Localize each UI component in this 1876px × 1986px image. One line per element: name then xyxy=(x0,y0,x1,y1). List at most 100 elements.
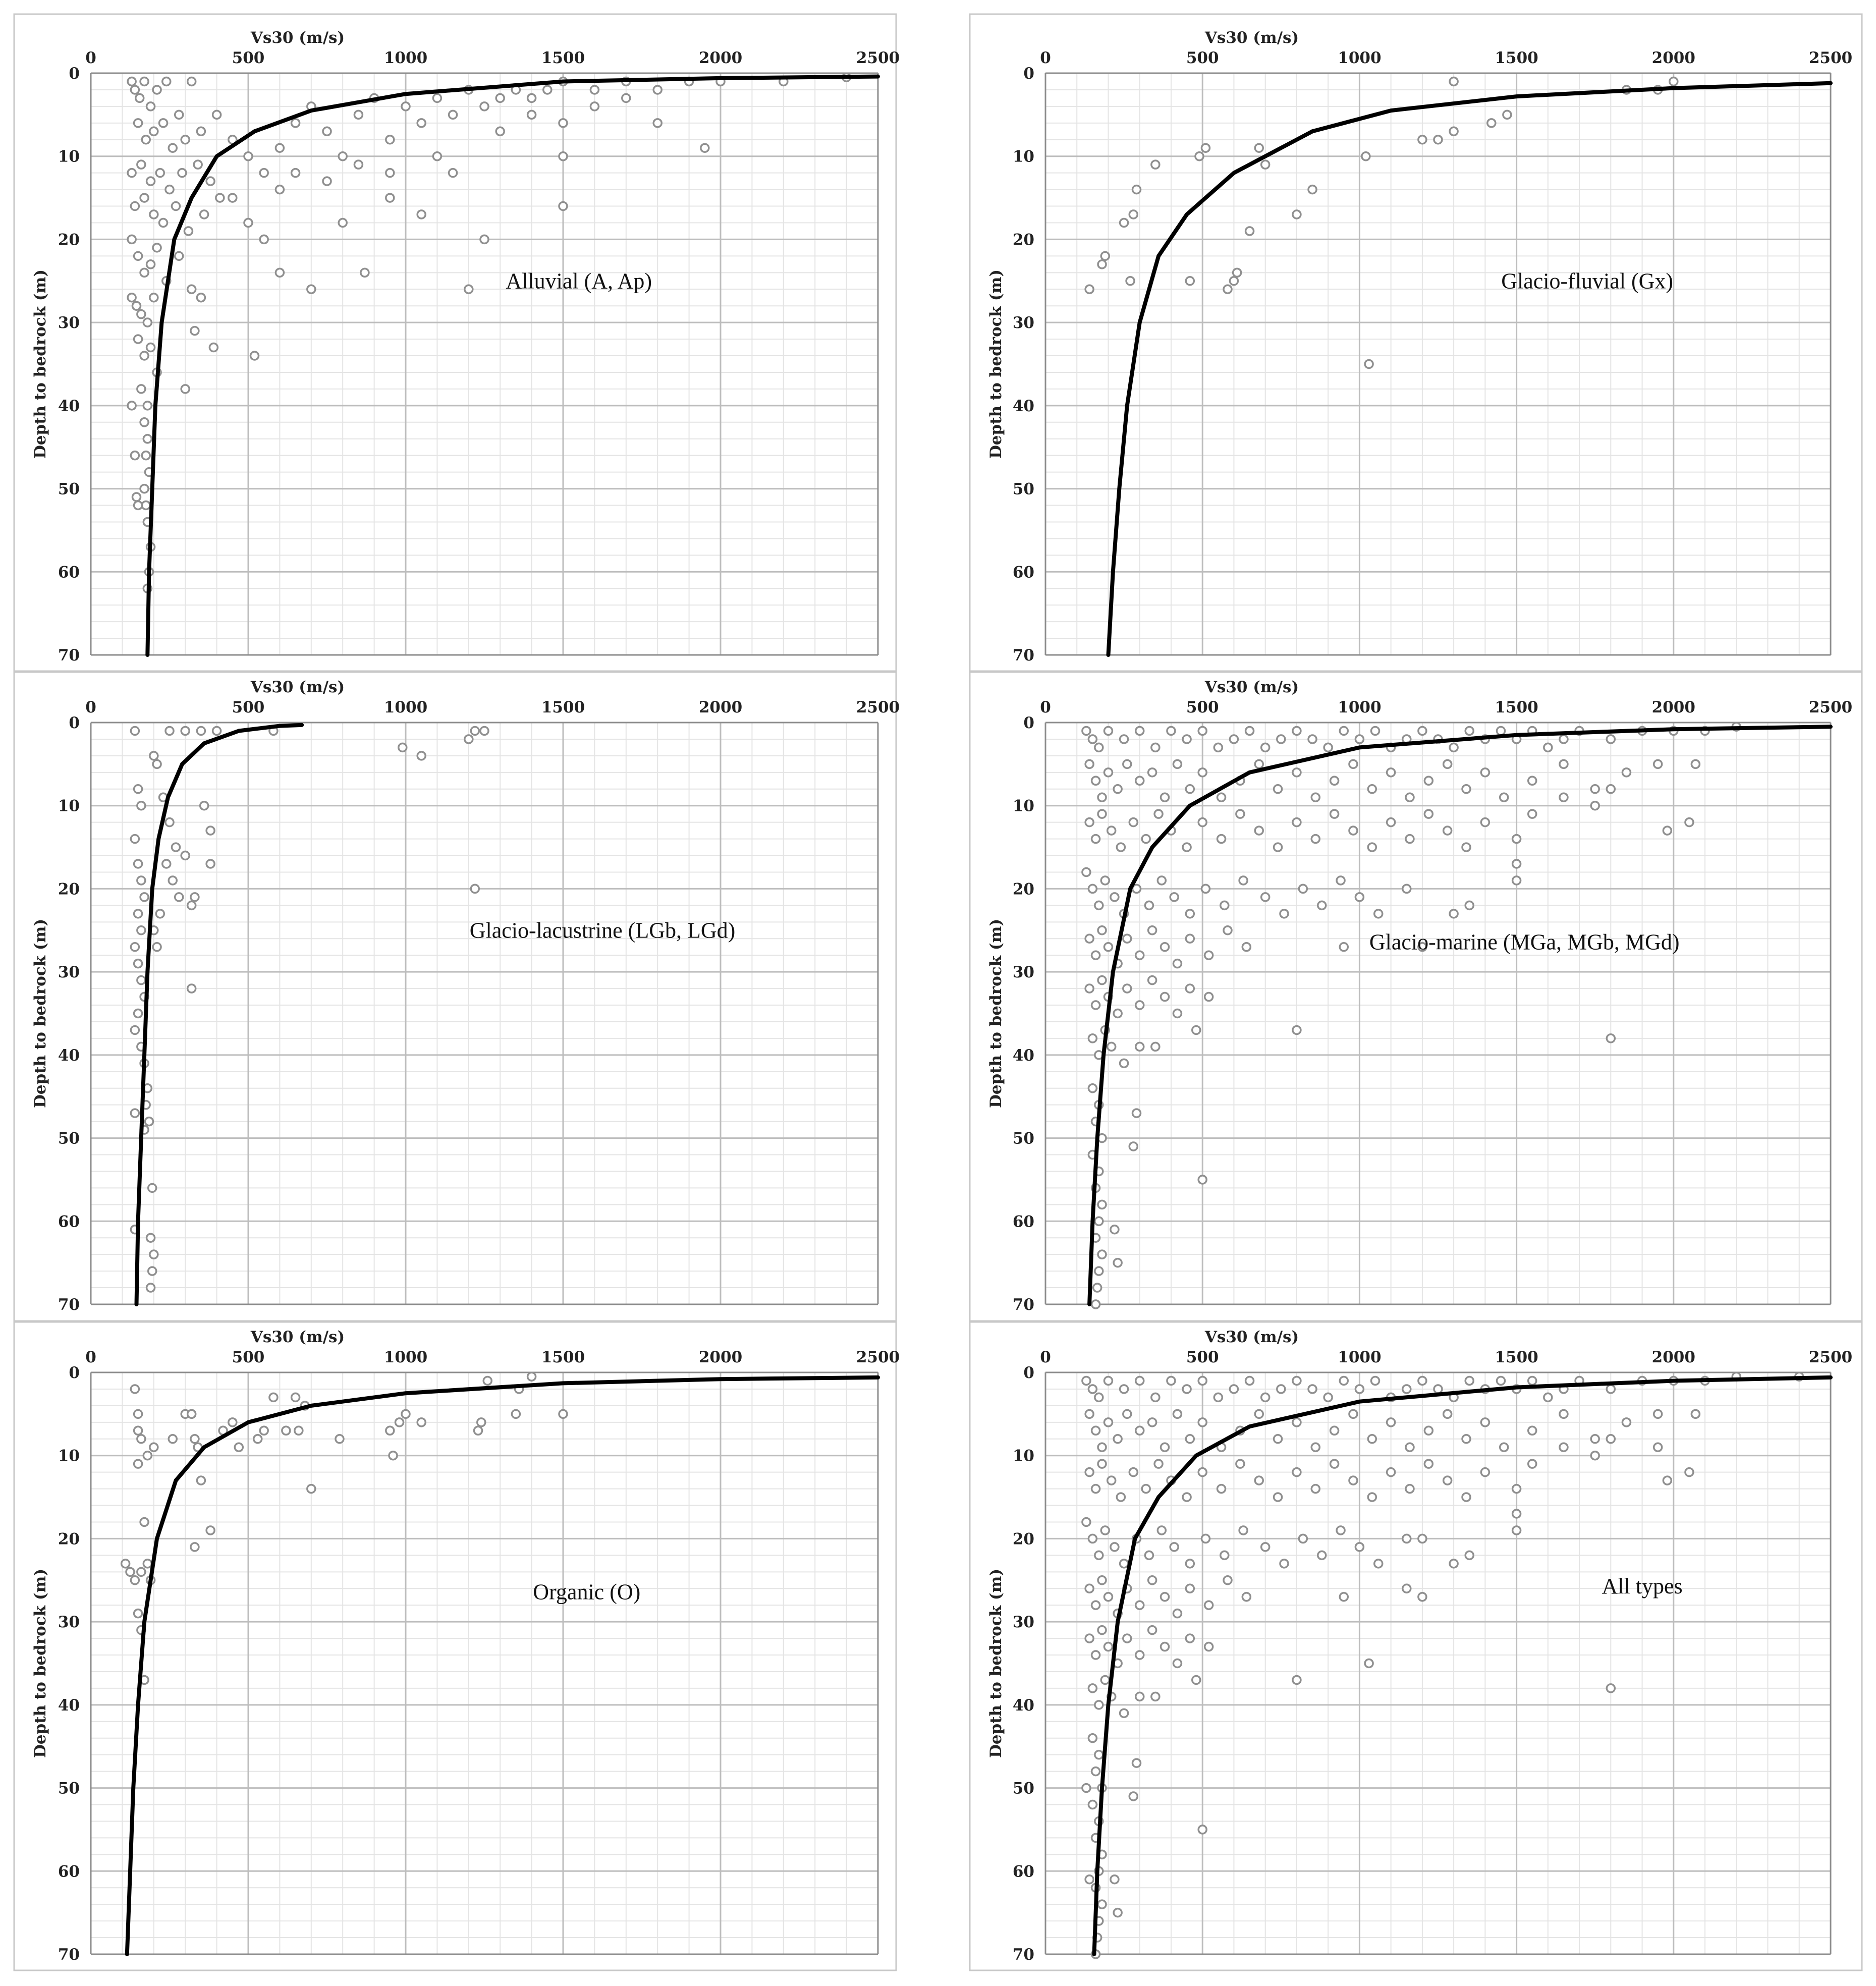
x-tick-label: 2500 xyxy=(856,49,900,67)
data-point xyxy=(243,217,253,228)
panel-label: Alluvial (A, Ap) xyxy=(506,269,652,294)
x-tick-label: 0 xyxy=(1040,698,1051,716)
data-point xyxy=(1339,726,1349,736)
data-point xyxy=(1128,817,1139,827)
data-point xyxy=(1100,1675,1111,1685)
data-point xyxy=(1292,1675,1302,1685)
y-tick-label: 60 xyxy=(58,563,80,581)
data-point xyxy=(1527,1425,1537,1436)
data-point xyxy=(1405,1442,1415,1452)
data-point xyxy=(1203,950,1214,960)
chart-panel-top-left: 0 500 1000 1500 2000 2500 0 10 20 30 40 50 60 70 Vs30 … xyxy=(13,13,900,672)
x-tick-label: 2000 xyxy=(699,698,742,716)
data-point xyxy=(1260,1542,1271,1552)
data-point xyxy=(1097,1442,1107,1452)
y-tick-label: 40 xyxy=(58,397,80,415)
y-tick-label: 60 xyxy=(1013,563,1034,581)
x-tick-label: 2500 xyxy=(1809,698,1852,716)
data-point xyxy=(130,726,140,736)
data-point xyxy=(1103,726,1114,736)
data-point xyxy=(145,1283,156,1293)
y-tick-label: 0 xyxy=(69,65,80,83)
data-point xyxy=(1160,991,1170,1002)
data-point xyxy=(1423,776,1434,786)
data-point xyxy=(526,93,537,103)
x-tick-label: 1500 xyxy=(1495,698,1538,716)
data-point xyxy=(1223,1575,1233,1585)
data-point xyxy=(259,1425,269,1436)
data-point xyxy=(1200,1533,1211,1544)
data-point xyxy=(394,1417,405,1427)
data-point xyxy=(1197,1417,1207,1427)
data-point xyxy=(416,751,426,761)
y-tick-label: 10 xyxy=(58,797,80,815)
data-point xyxy=(1134,1375,1145,1386)
data-point xyxy=(1103,1591,1114,1602)
x-tick-label: 1000 xyxy=(384,698,427,716)
data-point xyxy=(1423,809,1434,819)
data-point xyxy=(1307,184,1317,195)
data-point xyxy=(1402,1384,1412,1394)
data-point xyxy=(1606,734,1616,744)
y-axis-title: Depth to bedrock (m) xyxy=(31,1569,49,1758)
y-tick-label: 30 xyxy=(58,963,80,981)
data-point xyxy=(1442,1409,1453,1419)
data-point xyxy=(1097,1575,1107,1585)
data-point xyxy=(133,1425,143,1436)
data-point xyxy=(1684,817,1694,827)
x-axis-title: Vs30 (m/s) xyxy=(1204,1328,1299,1346)
data-point xyxy=(1106,1475,1117,1485)
data-point xyxy=(290,168,301,178)
data-point xyxy=(133,1008,143,1019)
data-point xyxy=(1276,734,1286,744)
data-point xyxy=(1081,867,1091,877)
data-point xyxy=(1216,1483,1227,1494)
data-point xyxy=(208,342,219,353)
data-point xyxy=(142,317,153,327)
data-point xyxy=(1097,1249,1107,1259)
data-point xyxy=(1110,892,1120,902)
panel-frame xyxy=(13,671,897,1322)
data-point xyxy=(1235,809,1245,819)
data-point xyxy=(136,975,146,985)
data-point xyxy=(1590,800,1600,811)
data-point xyxy=(1084,284,1094,295)
data-point xyxy=(1113,1008,1123,1019)
fit-curve-line xyxy=(1106,81,1833,657)
x-tick-label: 2000 xyxy=(1652,49,1695,67)
data-point xyxy=(1310,1442,1321,1452)
y-tick-label: 0 xyxy=(1023,1364,1034,1382)
data-point xyxy=(1402,1533,1412,1544)
data-point xyxy=(1339,942,1349,952)
chart-panel-bottom-left: 0 500 1000 1500 2000 2500 0 10 20 30 40 50 60 70 Vs30 … xyxy=(13,1321,900,1971)
x-tick-label: 1500 xyxy=(541,49,585,67)
data-point xyxy=(1652,1409,1663,1419)
data-point xyxy=(495,93,505,103)
data-point xyxy=(1423,1425,1434,1436)
data-point xyxy=(1134,726,1145,736)
data-point xyxy=(1590,784,1600,794)
data-point xyxy=(1097,1899,1107,1909)
data-point xyxy=(1417,1591,1427,1602)
data-points xyxy=(130,726,489,1293)
data-point xyxy=(1559,1442,1569,1452)
data-point xyxy=(1090,1483,1101,1494)
data-point xyxy=(1185,1434,1195,1444)
data-point xyxy=(1147,975,1157,985)
data-point xyxy=(1113,1434,1123,1444)
data-point xyxy=(1449,1559,1459,1569)
data-point xyxy=(1606,784,1616,794)
data-point xyxy=(1336,1525,1346,1535)
data-point xyxy=(211,726,222,736)
data-point xyxy=(1185,933,1195,944)
data-point xyxy=(1527,776,1537,786)
data-point xyxy=(470,884,480,894)
data-point xyxy=(511,1409,521,1419)
data-point xyxy=(1405,834,1415,844)
y-tick-label: 70 xyxy=(1013,1296,1034,1314)
data-point xyxy=(1169,1542,1179,1552)
fit-curve-line xyxy=(1087,725,1833,1306)
data-point xyxy=(1260,1392,1271,1403)
data-point xyxy=(1153,1459,1164,1469)
data-point xyxy=(1185,1559,1195,1569)
